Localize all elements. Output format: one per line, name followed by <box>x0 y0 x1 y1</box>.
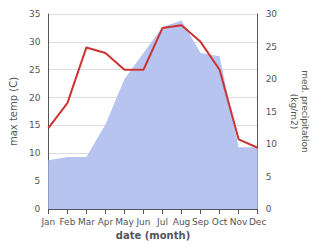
svg-text:date (month): date (month) <box>116 230 190 241</box>
svg-text:5: 5 <box>35 176 41 186</box>
svg-text:(kg/m2): (kg/m2) <box>289 94 299 129</box>
svg-text:30: 30 <box>29 37 41 47</box>
svg-text:May: May <box>115 217 134 227</box>
svg-text:Aug: Aug <box>173 217 191 227</box>
svg-text:Dec: Dec <box>249 217 266 227</box>
svg-text:0: 0 <box>35 204 41 214</box>
svg-text:Jan: Jan <box>40 217 55 227</box>
svg-text:Nov: Nov <box>230 217 248 227</box>
svg-text:35: 35 <box>29 9 40 19</box>
svg-text:med. precipitation: med. precipitation <box>300 70 310 152</box>
svg-text:Oct: Oct <box>212 217 228 227</box>
svg-text:20: 20 <box>266 74 278 84</box>
svg-text:Mar: Mar <box>78 217 95 227</box>
svg-text:25: 25 <box>266 42 277 52</box>
svg-text:Jun: Jun <box>135 217 150 227</box>
svg-text:15: 15 <box>266 107 277 117</box>
svg-text:Feb: Feb <box>59 217 75 227</box>
svg-text:5: 5 <box>266 172 272 182</box>
svg-text:30: 30 <box>266 9 278 19</box>
svg-text:15: 15 <box>29 120 40 130</box>
svg-text:max temp (C): max temp (C) <box>8 77 19 146</box>
svg-text:0: 0 <box>266 204 272 214</box>
svg-text:Sep: Sep <box>192 217 209 227</box>
svg-text:10: 10 <box>29 148 41 158</box>
svg-text:25: 25 <box>29 65 40 75</box>
svg-text:10: 10 <box>266 139 278 149</box>
svg-text:Apr: Apr <box>98 217 114 227</box>
svg-text:20: 20 <box>29 93 41 103</box>
svg-text:Jul: Jul <box>156 217 168 227</box>
